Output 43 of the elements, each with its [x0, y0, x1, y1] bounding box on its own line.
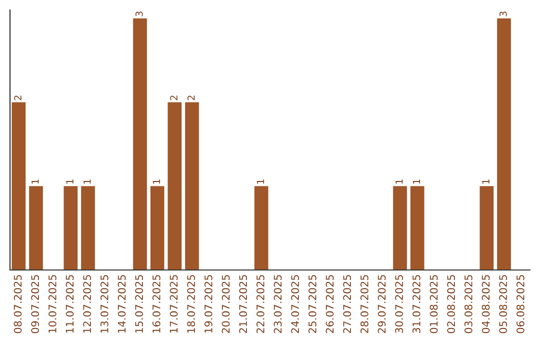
data-label: 1	[482, 179, 490, 184]
data-label: 2	[170, 96, 178, 100]
data-label: 1	[66, 179, 74, 184]
x-tick-label: 03.08.2025	[464, 275, 472, 334]
x-tick-label: 09.07.2025	[31, 275, 40, 334]
data-label: 1	[412, 179, 420, 184]
x-tick-label: 15.07.2025	[135, 275, 144, 333]
x-tick-label: 30.07.2025	[395, 275, 404, 334]
x-tick-label: 05.08.2025	[499, 275, 508, 334]
x-tick-label: 28.07.2025	[360, 275, 368, 334]
x-tick-label: 10.07.2025	[48, 275, 56, 333]
x-tick-label: 01.08.2025	[430, 275, 438, 334]
x-tick-label: 29.07.2025	[378, 275, 386, 334]
x-tick-label: 25.07.2025	[308, 275, 316, 334]
data-label: 3	[499, 12, 507, 16]
x-tick-label: 19.07.2025	[204, 275, 212, 333]
x-tick-label: 22.07.2025	[256, 275, 264, 334]
x-tick-label: 11.07.2025	[66, 275, 74, 333]
x-tick-label: 27.07.2025	[343, 275, 352, 334]
x-tick-label: 14.07.2025	[118, 275, 126, 333]
x-tick-label: 24.07.2025	[291, 275, 300, 334]
x-tick-label: 31.07.2025	[412, 275, 420, 334]
data-label: 3	[135, 12, 143, 16]
x-tick-label: 21.07.2025	[239, 275, 248, 334]
data-label: 1	[152, 179, 160, 184]
data-label: 1	[84, 179, 91, 184]
x-tick-label: 04.08.2025	[482, 275, 490, 334]
x-tick-label: 13.07.2025	[100, 275, 108, 333]
x-tick-label: 06.08.2025	[516, 275, 524, 334]
x-tick-label: 17.07.2025	[170, 275, 178, 333]
x-tick-label: 23.07.2025	[274, 275, 282, 334]
data-label: 2	[187, 96, 195, 100]
data-label: 2	[14, 96, 22, 100]
x-tick-label: 18.07.2025	[187, 275, 196, 333]
data-label: 1	[256, 179, 264, 184]
x-tick-label: 08.07.2025	[14, 275, 22, 334]
x-tick-label: 16.07.2025	[152, 275, 160, 333]
x-tick-label: 26.07.2025	[326, 275, 334, 334]
x-tick-label: 02.08.2025	[447, 275, 456, 334]
data-label: 1	[32, 179, 39, 184]
x-tick-label: 20.07.2025	[222, 275, 230, 334]
data-label: 1	[396, 179, 403, 184]
x-tick-label: 12.07.2025	[83, 275, 92, 333]
